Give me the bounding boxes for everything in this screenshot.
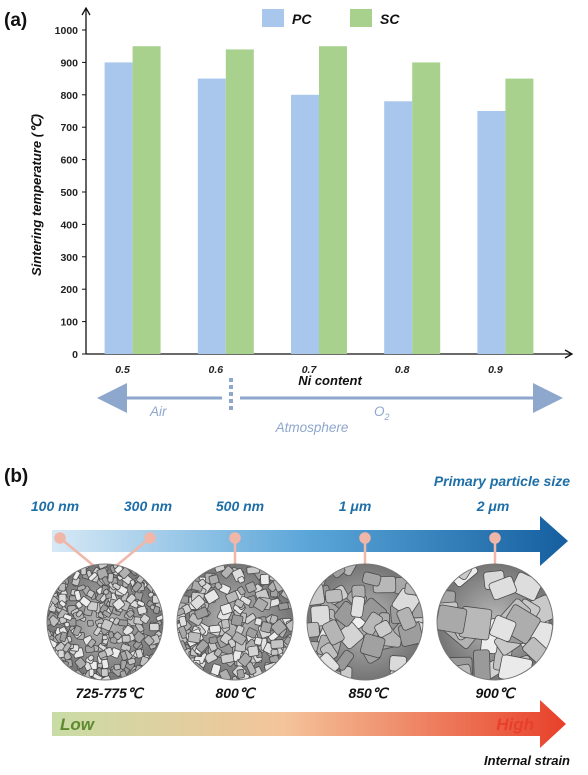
y-tick-label: 900 — [60, 57, 78, 69]
bar-sc-0.7 — [319, 46, 347, 354]
size-marker-500nm — [229, 532, 241, 544]
y-tick-label: 700 — [60, 122, 78, 134]
size-marker-1um — [359, 532, 371, 544]
x-axis-arrowhead — [564, 349, 574, 359]
atmosphere-indicator: Air O2 Atmosphere — [97, 378, 563, 435]
x-axis-title: Ni content — [298, 373, 362, 388]
sem-micrographs — [46, 563, 554, 681]
particle-size-scale: Primary particle size 100 nm 300 nm 500 nm… — [31, 473, 570, 566]
legend-label-pc: PC — [292, 11, 312, 27]
size-marker-100nm — [54, 532, 66, 544]
particle-size-label: 300 nm — [124, 498, 172, 514]
y-tick-label: 600 — [60, 155, 78, 167]
legend-label-sc: SC — [380, 11, 400, 27]
particle-size-labels: 100 nm 300 nm 500 nm 1 μm 2 μm — [31, 498, 509, 514]
sintering-temperature-label: 850℃ — [348, 685, 389, 701]
y-tick-label: 300 — [60, 252, 78, 264]
sintering-temperature-label: 900℃ — [475, 685, 516, 701]
y-axis-title: Sintering temperature (℃) — [29, 114, 44, 276]
internal-strain-title: Internal strain — [484, 753, 570, 768]
x-tick-label: 0.6 — [208, 364, 223, 376]
particle-size-label: 2 μm — [476, 498, 510, 514]
bar-pc-0.6 — [197, 78, 226, 354]
strain-high-label: High — [496, 715, 534, 734]
y-tick-label: 400 — [60, 219, 78, 231]
bar-pc-0.5 — [104, 62, 133, 355]
strain-low-label: Low — [60, 715, 96, 734]
y-tick-label: 0 — [72, 349, 78, 361]
chart-marks: 0 100 200 300 400 500 600 700 800 900 1000 0.5 0.6 0.… — [55, 6, 574, 376]
sem-micrograph-3 — [306, 563, 424, 681]
x-tick-label: 0.8 — [395, 364, 410, 376]
sintering-temperature-labels: 725-775℃ 800℃ 850℃ 900℃ — [75, 685, 516, 701]
sem-micrograph-1 — [46, 563, 164, 681]
size-marker-300nm — [144, 532, 156, 544]
x-tick-label: 0.7 — [302, 364, 318, 376]
sem-micrograph-4 — [436, 563, 554, 681]
y-tick-label: 800 — [60, 90, 78, 102]
particle-size-arrow — [52, 516, 568, 566]
atmosphere-o2-label: O2 — [374, 404, 390, 422]
size-marker-2um — [489, 532, 501, 544]
panel-b-label: (b) — [4, 466, 28, 487]
bar-sc-0.5 — [132, 46, 161, 354]
y-tick-label: 1000 — [55, 25, 79, 37]
y-axis-arrowhead — [81, 6, 91, 16]
internal-strain-arrow — [52, 700, 566, 748]
legend-swatch-pc — [262, 9, 284, 27]
bar-pc-0.8 — [384, 101, 413, 354]
y-tick-label: 100 — [60, 317, 78, 329]
sintering-temperature-label: 725-775℃ — [75, 685, 144, 701]
bar-chart: Sintering temperature (℃) Ni content 0 10… — [29, 6, 574, 388]
bar-sc-0.6 — [225, 49, 254, 354]
internal-strain-scale: Low High Internal strain — [52, 700, 570, 768]
y-tick-label: 200 — [60, 284, 78, 296]
bar-pc-0.9 — [477, 111, 506, 354]
bar-sc-0.8 — [412, 62, 441, 355]
panel-a-label: (a) — [4, 10, 27, 31]
particle-size-label: 100 nm — [31, 498, 79, 514]
atmosphere-caption: Atmosphere — [275, 420, 349, 435]
particle-size-title: Primary particle size — [434, 473, 570, 489]
particle-size-label: 500 nm — [216, 498, 264, 514]
legend-swatch-sc — [350, 9, 372, 27]
sem-micrograph-2 — [176, 563, 294, 681]
atmosphere-air-label: Air — [149, 404, 167, 419]
sintering-temperature-label: 800℃ — [215, 685, 256, 701]
chart-legend: PC SC — [262, 9, 400, 27]
particle-size-label: 1 μm — [339, 498, 372, 514]
y-tick-label: 500 — [60, 187, 78, 199]
x-tick-label: 0.5 — [115, 364, 130, 376]
x-tick-label: 0.9 — [488, 364, 503, 376]
bar-sc-0.9 — [505, 78, 534, 354]
bar-pc-0.7 — [291, 94, 319, 355]
